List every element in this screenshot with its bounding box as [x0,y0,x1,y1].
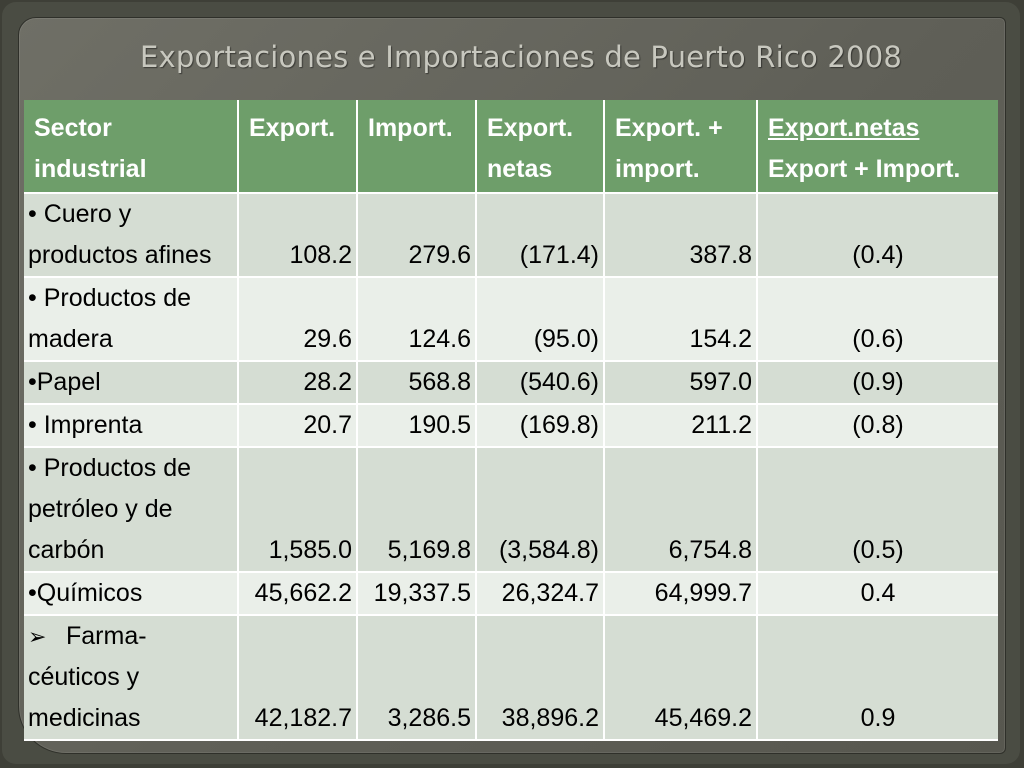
cell-export-plus-import: 154.2 [604,277,758,362]
cell-export: 45,662.2 [238,572,358,616]
header-row: Sector industrial Export. Import. Export… [24,100,998,194]
cell-export: 29.6 [238,277,358,362]
cell-import: 190.5 [357,404,477,448]
cell-net-exports: 38,896.2 [476,615,605,741]
cell-ratio: (0.6) [757,277,998,362]
cell-sector: • Imprenta [24,404,239,448]
cell-net-exports: (169.8) [476,404,605,448]
slide-title: Exportaciones e Importaciones de Puerto … [140,40,903,74]
cell-ratio: (0.9) [757,361,998,405]
cell-ratio: 0.9 [757,615,998,741]
table-body: • Cuero y productos afines 108.2 279.6 (171.… [24,193,998,741]
cell-export-plus-import: 45,469.2 [604,615,758,741]
cell-import: 5,169.8 [357,447,477,573]
cell-export-plus-import: 64,999.7 [604,572,758,616]
header-import: Import. [357,100,477,194]
cell-net-exports: (95.0) [476,277,605,362]
header-net-exports: Export. netas [476,100,605,194]
cell-ratio: (0.8) [757,404,998,448]
header-sector: Sector industrial [24,100,239,194]
cell-sector: • Productos de madera [24,277,239,362]
cell-ratio: (0.4) [757,193,998,278]
cell-export-plus-import: 211.2 [604,404,758,448]
cell-sector: ➢ Farma-céuticos y medicinas [24,615,239,741]
cell-export: 28.2 [238,361,358,405]
cell-net-exports: (3,584.8) [476,447,605,573]
cell-sector: • Productos de petróleo y de carbón [24,447,239,573]
cell-export-plus-import: 387.8 [604,193,758,278]
cell-import: 3,286.5 [357,615,477,741]
cell-sector: •Químicos [24,572,239,616]
cell-import: 279.6 [357,193,477,278]
table-row: • Cuero y productos afines 108.2 279.6 (171.… [24,193,998,278]
table-row: • Imprenta 20.7 190.5 (169.8) 211.2 (0.8) [24,404,998,448]
header-export: Export. [238,100,358,194]
cell-sector: •Papel [24,361,239,405]
table-row: • Productos de petróleo y de carbón 1,585.0… [24,447,998,573]
cell-net-exports: (540.6) [476,361,605,405]
cell-import: 568.8 [357,361,477,405]
cell-export: 42,182.7 [238,615,358,741]
header-ratio: Export.netas Export + Import. [757,100,998,194]
table-row: •Papel 28.2 568.8 (540.6) 597.0 (0.9) [24,361,998,405]
cell-export: 1,585.0 [238,447,358,573]
table-row: •Químicos 45,662.2 19,337.5 26,324.7 64,999.… [24,572,998,616]
cell-export: 20.7 [238,404,358,448]
cell-import: 19,337.5 [357,572,477,616]
cell-net-exports: (171.4) [476,193,605,278]
cell-sector: • Cuero y productos afines [24,193,239,278]
bullet-arrow-icon: ➢ [28,624,47,649]
cell-ratio: (0.5) [757,447,998,573]
cell-net-exports: 26,324.7 [476,572,605,616]
table-row: • Productos de madera 29.6 124.6 (95.0) 154.2… [24,277,998,362]
cell-ratio: 0.4 [757,572,998,616]
cell-import: 124.6 [357,277,477,362]
table-row: ➢ Farma-céuticos y medicinas 42,182.7 3,286.… [24,615,998,741]
cell-export-plus-import: 597.0 [604,361,758,405]
cell-export: 108.2 [238,193,358,278]
trade-table: Sector industrial Export. Import. Export… [24,100,998,741]
cell-export-plus-import: 6,754.8 [604,447,758,573]
header-export-plus-import: Export. + import. [604,100,758,194]
